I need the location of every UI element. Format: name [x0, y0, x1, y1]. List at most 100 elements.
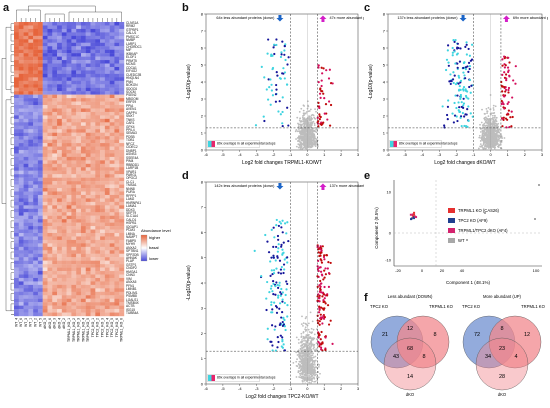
volcano-point [304, 373, 307, 376]
volcano-x-tick: 3 [357, 152, 360, 157]
heatmap-cell [18, 136, 24, 140]
heatmap-cell [76, 295, 82, 299]
heatmap-cell [18, 53, 24, 57]
volcano-point [315, 127, 318, 130]
heatmap-cell [100, 219, 106, 223]
volcano-point-down [277, 340, 280, 344]
heatmap-cell [109, 163, 115, 168]
volcano-point-down [281, 336, 284, 339]
volcano-point [317, 371, 320, 373]
heatmap-cell [14, 77, 19, 81]
heatmap-cell [90, 111, 96, 116]
volcano-point [314, 143, 317, 145]
heatmap-cell [42, 232, 48, 237]
heatmap-cell [66, 226, 72, 230]
heatmap-cell [18, 56, 24, 61]
volcano-point [311, 142, 313, 145]
heatmap-cell [23, 243, 29, 248]
heatmap-cell [57, 139, 63, 144]
heatmap-cell [109, 111, 115, 116]
volcano-point [299, 372, 301, 375]
heatmap-cell [23, 87, 29, 92]
volcano-point-up [318, 266, 321, 269]
heatmap-cell [61, 309, 67, 313]
volcano-point [482, 139, 484, 142]
heatmap-cell [95, 184, 101, 189]
volcano-point [491, 112, 493, 115]
heatmap-cell [23, 149, 29, 154]
heatmap-cell [114, 105, 120, 109]
volcano-point [483, 130, 486, 133]
volcano-point-up [326, 267, 329, 270]
heatmap-cell [33, 267, 39, 272]
volcano-point [310, 118, 313, 121]
heatmap-cell [109, 84, 115, 88]
heatmap-cell [42, 132, 48, 137]
heatmap-cell [47, 63, 53, 68]
heatmap-cell [71, 312, 77, 317]
heatmap-cell [100, 257, 106, 261]
heatmap-cell [119, 98, 125, 102]
heatmap-cell [42, 188, 48, 192]
heatmap-cell [42, 260, 48, 265]
heatmap-cell [104, 212, 110, 216]
heatmap-cell [76, 49, 82, 54]
heatmap-cell [95, 53, 101, 57]
heatmap-cell [104, 91, 110, 95]
volcano-point [310, 128, 313, 131]
heatmap-cell [33, 149, 39, 154]
heatmap-cell [47, 66, 53, 71]
volcano-point-up [502, 55, 506, 58]
volcano-point-down [464, 94, 468, 98]
heatmap-cell [100, 84, 106, 88]
heatmap-cell [57, 205, 63, 209]
heatmap-cell [90, 277, 96, 282]
heatmap-gene-label: DNBP1 [126, 148, 137, 153]
heatmap-cell [100, 49, 106, 54]
volcano-point [295, 376, 298, 378]
heatmap-cell [37, 243, 43, 248]
heatmap-cell [37, 108, 43, 113]
heatmap-cell [28, 108, 34, 113]
volcano-point [301, 142, 303, 145]
volcano-point-down [260, 65, 263, 68]
volcano-point [498, 137, 501, 140]
volcano-point [490, 118, 493, 120]
volcano-point [301, 367, 303, 370]
heatmap-cell [95, 98, 101, 102]
heatmap-cell [104, 201, 110, 206]
heatmap-cell [80, 291, 86, 296]
heatmap-cell [119, 191, 125, 196]
heatmap-cell [42, 281, 48, 286]
heatmap-cell [57, 174, 63, 178]
heatmap-cell [71, 288, 77, 292]
heatmap-cell [76, 87, 82, 92]
volcano-point-down [463, 61, 466, 64]
heatmap-cell [76, 98, 82, 102]
heatmap-cell [33, 232, 39, 237]
heatmap-cell [61, 191, 67, 196]
volcano-point [483, 122, 486, 125]
heatmap-gene-label: MBOOM [126, 96, 139, 101]
heatmap-gene-label: CDCA1 [126, 65, 137, 70]
heatmap-cell [37, 201, 43, 206]
volcano-point [307, 125, 310, 128]
heatmap-cell [85, 63, 91, 68]
heatmap-gene-label: VPAR1 [126, 169, 137, 174]
heatmap-cell [90, 153, 96, 158]
volcano-point-down [282, 263, 286, 266]
heatmap-cell [28, 291, 34, 296]
heatmap-cell [114, 250, 120, 254]
heatmap-cell [95, 39, 101, 43]
volcano-point [306, 334, 309, 337]
volcano-overlap-legend: 89x overlaps in all experimental setups [217, 142, 276, 146]
volcano-point-down [462, 85, 466, 89]
heatmap-cell [119, 143, 125, 147]
volcano-point-down [286, 106, 289, 109]
volcano-point [305, 120, 307, 122]
heatmap-cell [109, 222, 115, 227]
heatmap-cell [23, 174, 29, 178]
heatmap-cell [37, 229, 43, 234]
heatmap-cell [114, 260, 120, 265]
